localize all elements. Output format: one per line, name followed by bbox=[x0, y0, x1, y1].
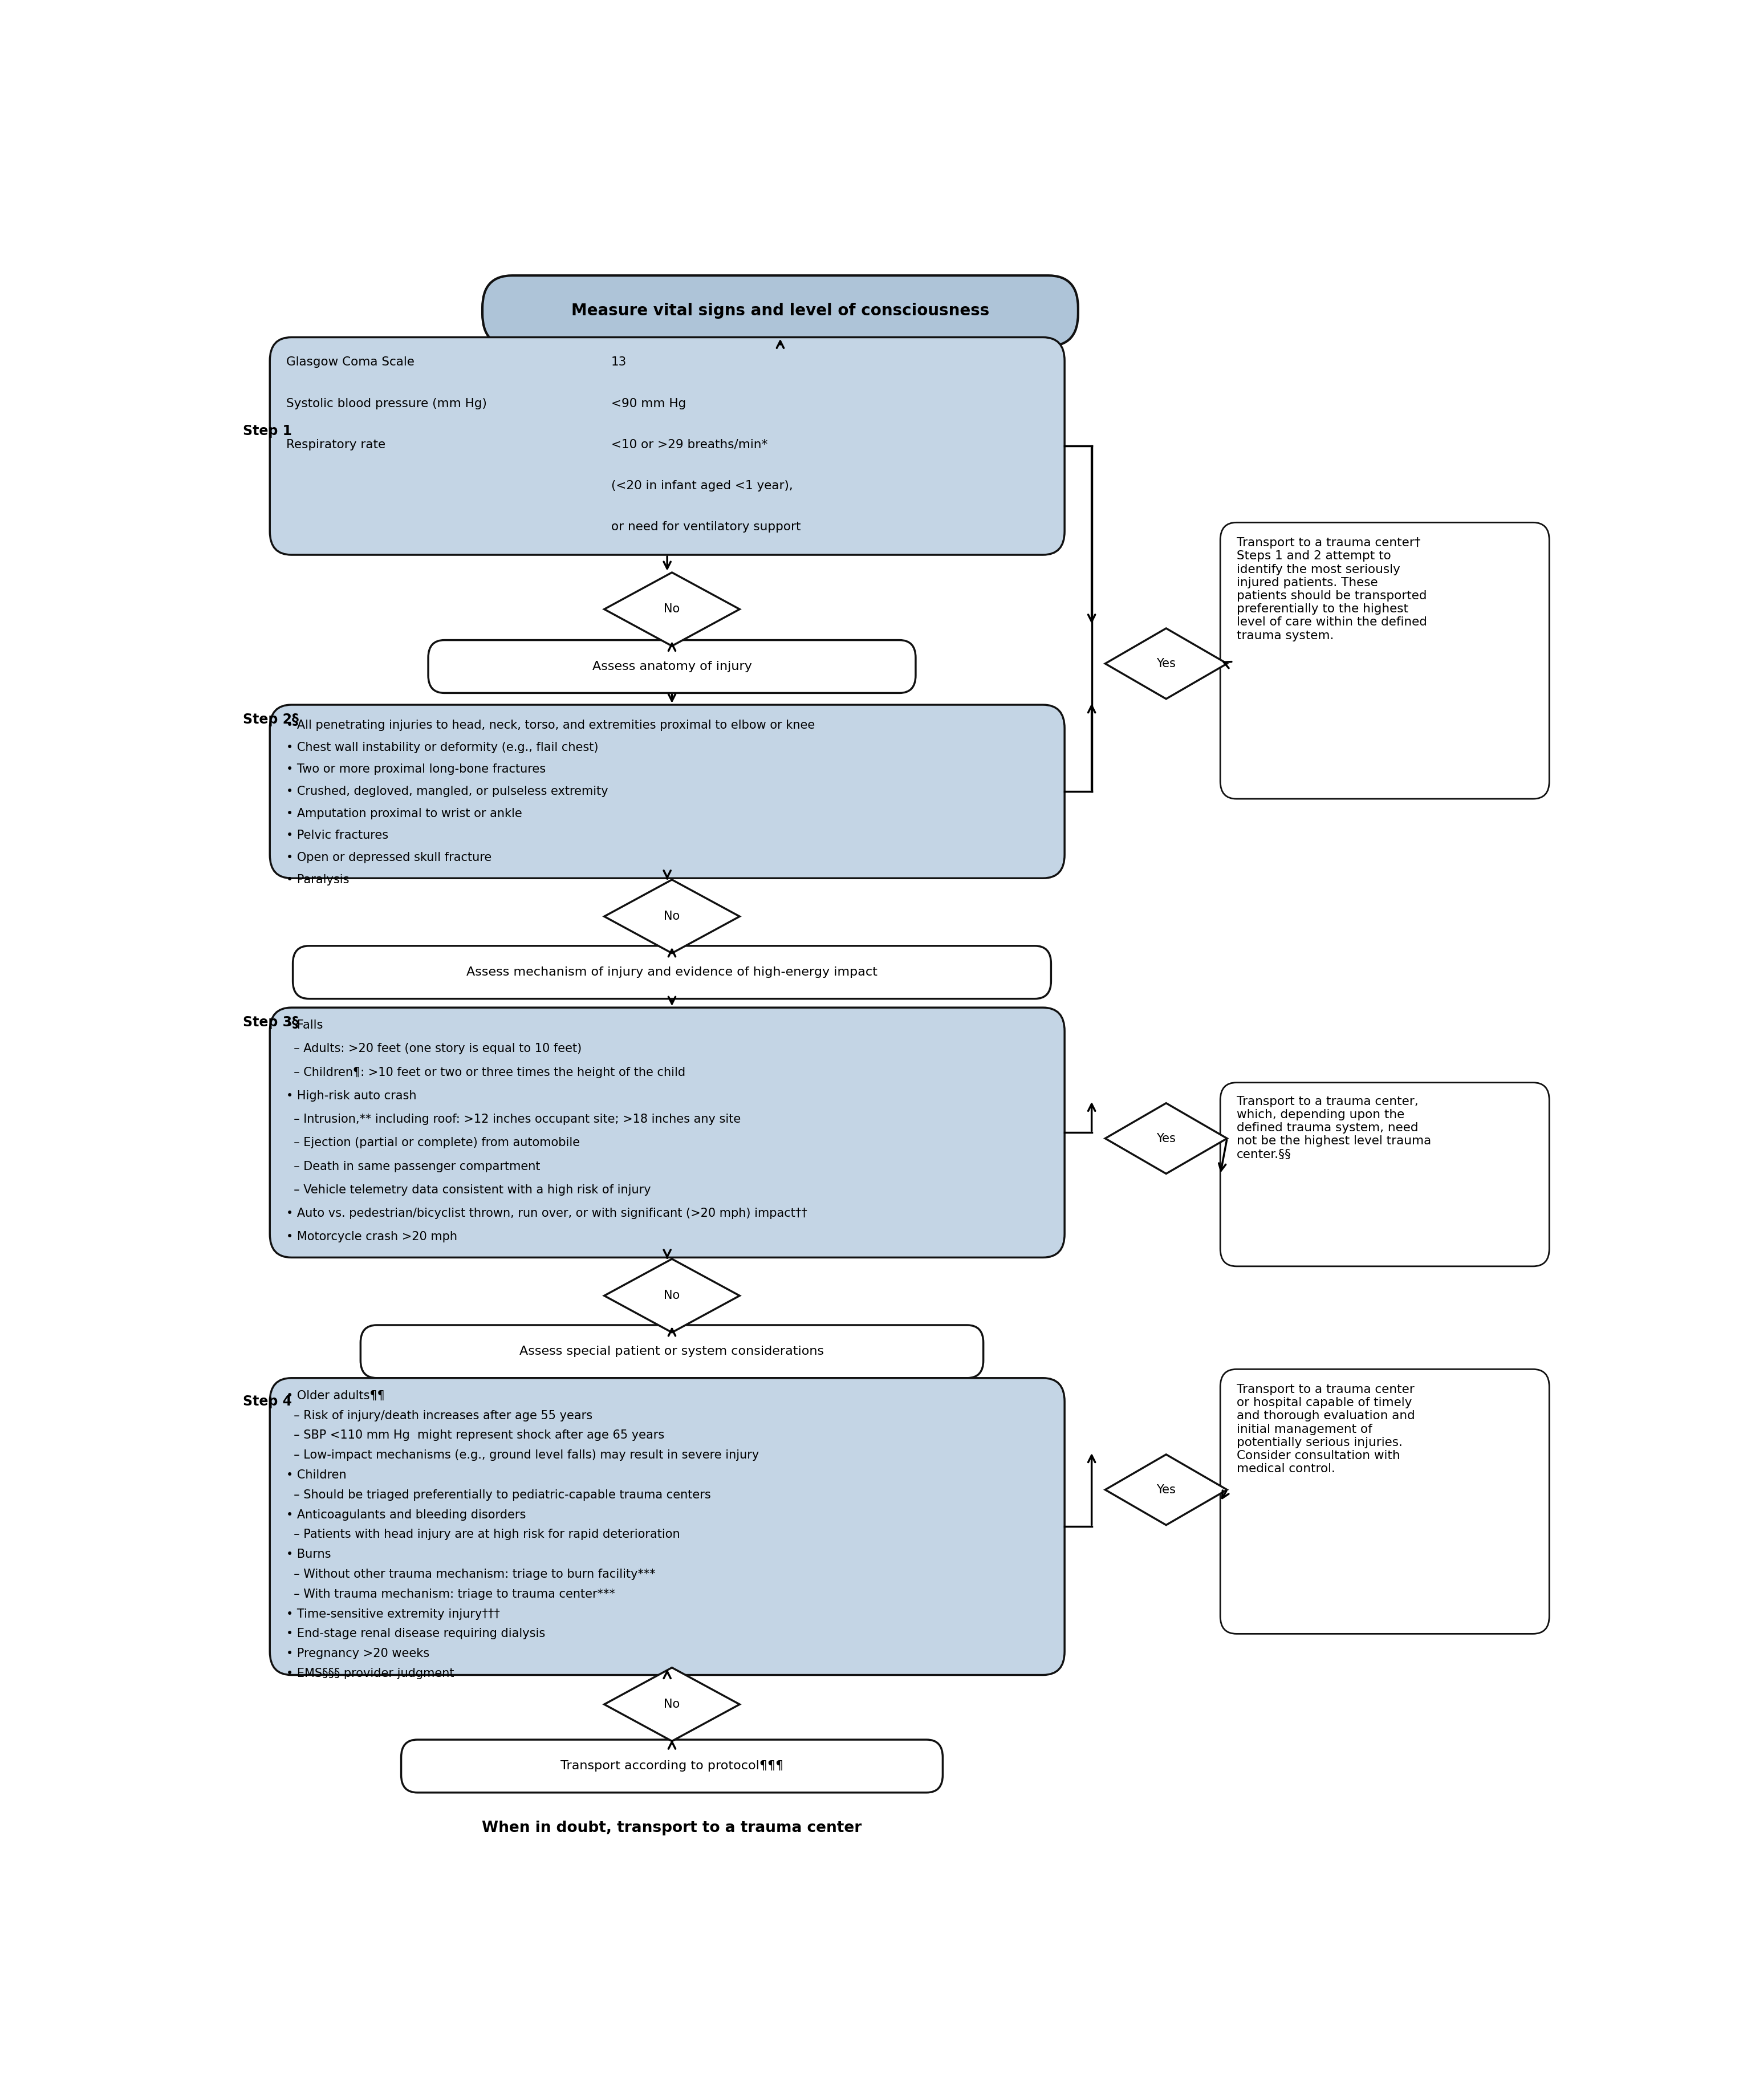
Text: Systolic blood pressure (mm Hg): Systolic blood pressure (mm Hg) bbox=[287, 397, 487, 410]
Polygon shape bbox=[604, 573, 739, 647]
Text: • Older adults¶¶: • Older adults¶¶ bbox=[287, 1390, 384, 1401]
Text: No: No bbox=[664, 1289, 680, 1302]
Text: – Patients with head injury are at high risk for rapid deterioration: – Patients with head injury are at high … bbox=[287, 1529, 680, 1539]
FancyBboxPatch shape bbox=[402, 1739, 943, 1793]
FancyBboxPatch shape bbox=[1219, 1084, 1550, 1266]
Text: Assess special patient or system considerations: Assess special patient or system conside… bbox=[519, 1346, 825, 1357]
Text: – With trauma mechanism: triage to trauma center***: – With trauma mechanism: triage to traum… bbox=[287, 1588, 615, 1600]
Text: – Low-impact mechanisms (e.g., ground level falls) may result in severe injury: – Low-impact mechanisms (e.g., ground le… bbox=[287, 1449, 758, 1462]
Text: • All penetrating injuries to head, neck, torso, and extremities proximal to elb: • All penetrating injuries to head, neck… bbox=[287, 720, 814, 731]
Text: • Amputation proximal to wrist or ankle: • Amputation proximal to wrist or ankle bbox=[287, 808, 522, 819]
Polygon shape bbox=[604, 880, 739, 953]
Text: – Without other trauma mechanism: triage to burn facility***: – Without other trauma mechanism: triage… bbox=[287, 1569, 655, 1579]
FancyBboxPatch shape bbox=[269, 1008, 1064, 1258]
Text: 13: 13 bbox=[611, 357, 627, 368]
Text: • Anticoagulants and bleeding disorders: • Anticoagulants and bleeding disorders bbox=[287, 1510, 526, 1520]
Text: No: No bbox=[664, 1699, 680, 1709]
FancyBboxPatch shape bbox=[269, 1378, 1064, 1676]
Text: No: No bbox=[664, 911, 680, 922]
Text: • Pregnancy >20 weeks: • Pregnancy >20 weeks bbox=[287, 1649, 430, 1659]
Text: – Intrusion,** including roof: >12 inches occupant site; >18 inches any site: – Intrusion,** including roof: >12 inche… bbox=[287, 1113, 741, 1126]
Text: – SBP <110 mm Hg  might represent shock after age 65 years: – SBP <110 mm Hg might represent shock a… bbox=[287, 1430, 664, 1441]
Text: – Vehicle telemetry data consistent with a high risk of injury: – Vehicle telemetry data consistent with… bbox=[287, 1184, 652, 1195]
Polygon shape bbox=[604, 1667, 739, 1741]
Text: Assess anatomy of injury: Assess anatomy of injury bbox=[592, 662, 751, 672]
Text: • End-stage renal disease requiring dialysis: • End-stage renal disease requiring dial… bbox=[287, 1628, 545, 1640]
FancyBboxPatch shape bbox=[482, 275, 1078, 347]
Text: When in doubt, transport to a trauma center: When in doubt, transport to a trauma cen… bbox=[482, 1821, 861, 1835]
Polygon shape bbox=[604, 1260, 739, 1334]
Polygon shape bbox=[1106, 1103, 1226, 1174]
FancyBboxPatch shape bbox=[293, 945, 1052, 1000]
Text: • Two or more proximal long-bone fractures: • Two or more proximal long-bone fractur… bbox=[287, 764, 545, 775]
Text: • Crushed, degloved, mangled, or pulseless extremity: • Crushed, degloved, mangled, or pulsele… bbox=[287, 785, 608, 798]
Text: • Auto vs. pedestrian/bicyclist thrown, run over, or with significant (>20 mph) : • Auto vs. pedestrian/bicyclist thrown, … bbox=[287, 1208, 807, 1220]
Text: (<20 in infant aged <1 year),: (<20 in infant aged <1 year), bbox=[611, 481, 793, 491]
Text: • Pelvic fractures: • Pelvic fractures bbox=[287, 830, 388, 842]
Text: • Falls: • Falls bbox=[287, 1018, 323, 1031]
Text: • Paralysis: • Paralysis bbox=[287, 874, 349, 886]
Text: Assess mechanism of injury and evidence of high-energy impact: Assess mechanism of injury and evidence … bbox=[466, 966, 877, 979]
Text: – Adults: >20 feet (one story is equal to 10 feet): – Adults: >20 feet (one story is equal t… bbox=[287, 1044, 582, 1054]
Text: • Time-sensitive extremity injury†††: • Time-sensitive extremity injury††† bbox=[287, 1609, 500, 1619]
Text: • Burns: • Burns bbox=[287, 1548, 330, 1560]
Text: • High-risk auto crash: • High-risk auto crash bbox=[287, 1090, 416, 1103]
Text: – Risk of injury/death increases after age 55 years: – Risk of injury/death increases after a… bbox=[287, 1409, 592, 1422]
Polygon shape bbox=[1106, 1455, 1226, 1525]
Text: – Children¶: >10 feet or two or three times the height of the child: – Children¶: >10 feet or two or three ti… bbox=[287, 1067, 685, 1077]
Text: – Ejection (partial or complete) from automobile: – Ejection (partial or complete) from au… bbox=[287, 1136, 580, 1149]
Text: – Death in same passenger compartment: – Death in same passenger compartment bbox=[287, 1161, 540, 1172]
Text: <10 or >29 breaths/min*: <10 or >29 breaths/min* bbox=[611, 439, 767, 449]
Text: • EMS§§§ provider judgment: • EMS§§§ provider judgment bbox=[287, 1667, 454, 1680]
FancyBboxPatch shape bbox=[1219, 1369, 1550, 1634]
Text: Yes: Yes bbox=[1157, 657, 1176, 670]
Text: <90 mm Hg: <90 mm Hg bbox=[611, 397, 687, 410]
Text: Step 4: Step 4 bbox=[243, 1394, 292, 1409]
Text: Step 3§: Step 3§ bbox=[243, 1016, 299, 1029]
Text: • Chest wall instability or deformity (e.g., flail chest): • Chest wall instability or deformity (e… bbox=[287, 741, 597, 754]
Text: • Motorcycle crash >20 mph: • Motorcycle crash >20 mph bbox=[287, 1231, 458, 1243]
Text: Transport according to protocol¶¶¶: Transport according to protocol¶¶¶ bbox=[561, 1760, 783, 1772]
Text: Glasgow Coma Scale: Glasgow Coma Scale bbox=[287, 357, 414, 368]
Text: • Children: • Children bbox=[287, 1470, 346, 1480]
FancyBboxPatch shape bbox=[1219, 523, 1550, 798]
Text: Step 2§: Step 2§ bbox=[243, 712, 299, 727]
Text: Yes: Yes bbox=[1157, 1132, 1176, 1145]
Text: Respiratory rate: Respiratory rate bbox=[287, 439, 386, 449]
Text: Transport to a trauma center†
Steps 1 and 2 attempt to
identify the most serious: Transport to a trauma center† Steps 1 an… bbox=[1237, 538, 1427, 641]
Text: Step 1: Step 1 bbox=[243, 424, 292, 439]
Text: Measure vital signs and level of consciousness: Measure vital signs and level of conscio… bbox=[571, 302, 989, 319]
FancyBboxPatch shape bbox=[360, 1325, 984, 1378]
Text: Transport to a trauma center,
which, depending upon the
defined trauma system, n: Transport to a trauma center, which, dep… bbox=[1237, 1096, 1431, 1159]
Text: No: No bbox=[664, 603, 680, 615]
FancyBboxPatch shape bbox=[269, 338, 1064, 554]
Polygon shape bbox=[1106, 628, 1226, 699]
FancyBboxPatch shape bbox=[269, 706, 1064, 878]
FancyBboxPatch shape bbox=[428, 641, 915, 693]
Text: Transport to a trauma center
or hospital capable of timely
and thorough evaluati: Transport to a trauma center or hospital… bbox=[1237, 1384, 1415, 1474]
Text: • Open or depressed skull fracture: • Open or depressed skull fracture bbox=[287, 853, 491, 863]
Text: Yes: Yes bbox=[1157, 1485, 1176, 1495]
Text: or need for ventilatory support: or need for ventilatory support bbox=[611, 521, 800, 533]
Text: – Should be triaged preferentially to pediatric-capable trauma centers: – Should be triaged preferentially to pe… bbox=[287, 1489, 711, 1502]
